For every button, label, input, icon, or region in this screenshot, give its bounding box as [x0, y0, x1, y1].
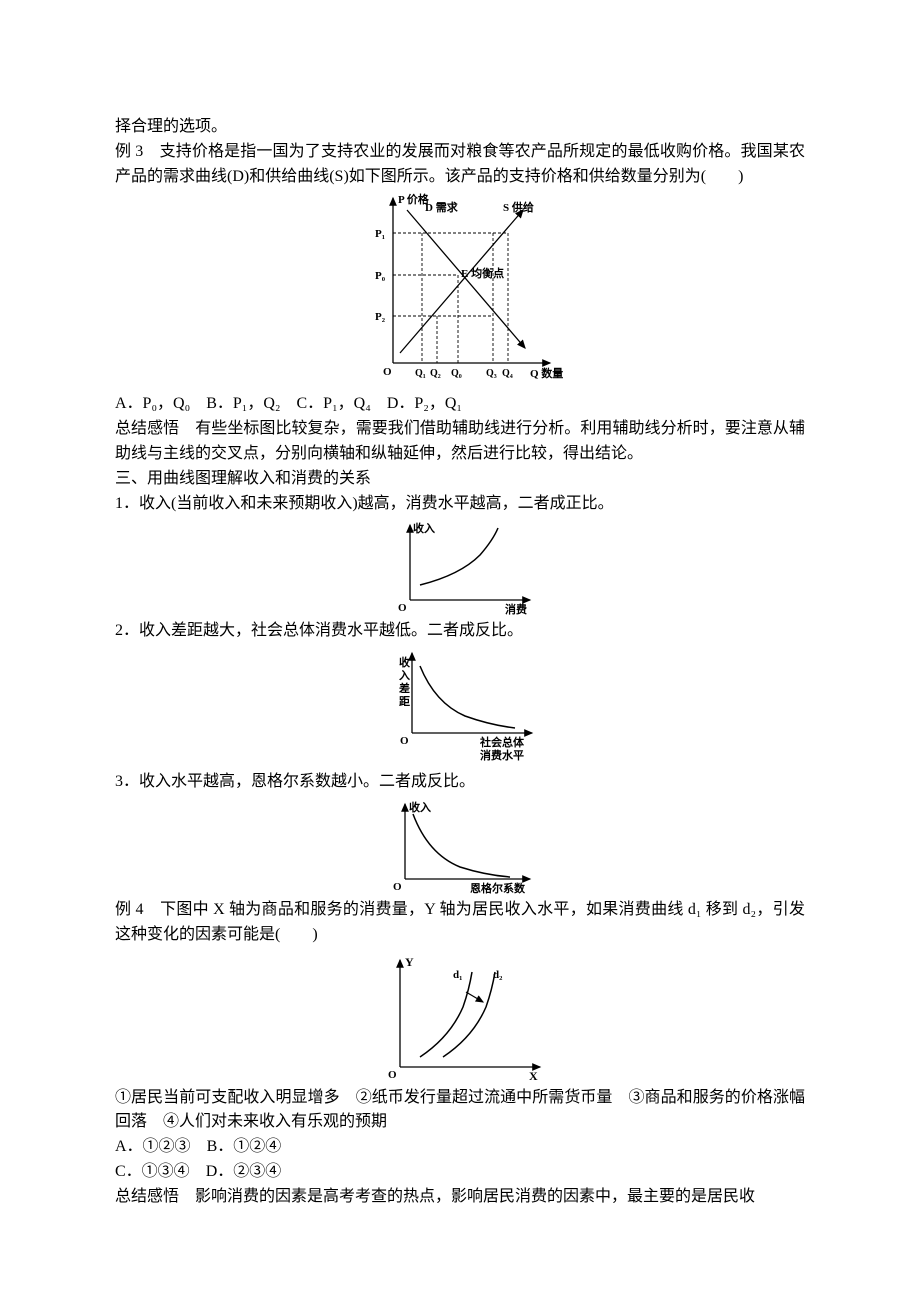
chart-2-income-consumption: 收入 消费 O: [115, 520, 805, 615]
svg-text:社会总体: 社会总体: [479, 735, 525, 749]
chart-3-svg: 收 入 差 距 社会总体 消费水平 O: [370, 648, 550, 766]
svg-text:O: O: [393, 881, 402, 893]
chart4-xlabel: 恩格尔系数: [470, 881, 526, 894]
svg-text:O: O: [400, 735, 409, 747]
example-4-opts-line1: A．①②③ B．①②④: [115, 1135, 805, 1160]
svg-text:P₁: P₁: [375, 228, 385, 240]
opt-4-d: D．②③④: [206, 1163, 282, 1180]
svg-text:Q₄: Q₄: [502, 368, 513, 379]
example-3-label: 例 3: [115, 143, 143, 160]
svg-text:Q₃: Q₃: [486, 368, 497, 379]
opt-4-a: A．①②③: [115, 1138, 191, 1155]
point-2: 2．收入差距越大，社会总体消费水平越低。二者成反比。: [115, 619, 805, 644]
chart-1-supply-demand: P 价格 Q 数量 O D 需求 S 供给 E 均衡点 P₁ P₀ P₂: [115, 193, 805, 388]
svg-text:差: 差: [399, 681, 410, 695]
chart-4-engel: 收入 恩格尔系数 O: [115, 799, 805, 894]
svg-text:Q₂: Q₂: [430, 368, 441, 379]
example-4-opts-line2: C．①③④ D．②③④: [115, 1160, 805, 1185]
example-4-options-text: ①居民当前可支配收入明显增多 ②纸币发行量超过流通中所需货币量 ③商品和服务的价…: [115, 1086, 805, 1136]
summary-3-text: 有些坐标图比较复杂，需要我们借助辅助线进行分析。利用辅助线分析时，要注意从辅助线…: [115, 420, 805, 462]
svg-text:P₀: P₀: [375, 270, 386, 282]
svg-text:O: O: [388, 1069, 397, 1081]
chart-5-svg: d₁ d₂ Y X O: [365, 952, 555, 1082]
chart-3-income-gap: 收 入 差 距 社会总体 消费水平 O: [115, 648, 805, 766]
example-4-text: 下图中 X 轴为商品和服务的消费量，Y 轴为居民收入水平，如果消费曲线 d₁ 移…: [115, 901, 805, 943]
example-3-stem: 例 3 支持价格是指一国为了支持农业的发展而对粮食等农产品所规定的最低收购价格。…: [115, 140, 805, 190]
chart5-xlabel: X: [529, 1069, 538, 1082]
chart1-xlabel: Q 数量: [530, 366, 563, 380]
chart4-ylabel: 收入: [409, 800, 431, 814]
example-3-options: A．P₀，Q₀ B．P₁，Q₂ C．P₁，Q₄ D．P₂，Q₁: [115, 392, 805, 417]
svg-text:O: O: [398, 602, 407, 614]
chart5-d2: d₂: [493, 969, 503, 981]
svg-text:入: 入: [399, 669, 410, 682]
chart5-ylabel: Y: [405, 955, 414, 969]
summary-3-label: 总结感悟: [115, 420, 179, 437]
chart1-e-label: E 均衡点: [461, 266, 504, 280]
chart-5-d1-d2: d₁ d₂ Y X O: [115, 952, 805, 1082]
chart2-ylabel: 收入: [413, 521, 435, 535]
chart1-s-label: S 供给: [503, 200, 534, 214]
opt-3-a: A．P₀，Q₀: [115, 395, 190, 412]
opt-4-b: B．①②④: [207, 1138, 282, 1155]
opt-4-c: C．①③④: [115, 1163, 190, 1180]
point-1: 1．收入(当前收入和未来预期收入)越高，消费水平越高，二者成正比。: [115, 492, 805, 517]
svg-text:P₂: P₂: [375, 311, 386, 323]
svg-text:消费水平: 消费水平: [480, 748, 524, 762]
opt-3-b: B．P₁，Q₂: [206, 395, 280, 412]
para-continuation: 择合理的选项。: [115, 115, 805, 140]
chart2-xlabel: 消费: [505, 602, 527, 615]
chart-1-svg: P 价格 Q 数量 O D 需求 S 供给 E 均衡点 P₁ P₀ P₂: [345, 193, 575, 388]
example-3-text: 支持价格是指一国为了支持农业的发展而对粮食等农产品所规定的最低收购价格。我国某农…: [115, 143, 805, 185]
opt-3-d: D．P₂，Q₁: [387, 395, 462, 412]
chart-2-svg: 收入 消费 O: [375, 520, 545, 615]
svg-text:Q₁: Q₁: [415, 368, 426, 379]
summary-3: 总结感悟 有些坐标图比较复杂，需要我们借助辅助线进行分析。利用辅助线分析时，要注…: [115, 417, 805, 467]
example-4-stem: 例 4 下图中 X 轴为商品和服务的消费量，Y 轴为居民收入水平，如果消费曲线 …: [115, 898, 805, 948]
opt-3-c: C．P₁，Q₄: [297, 395, 371, 412]
chart1-d-label: D 需求: [425, 200, 459, 214]
example-4-label: 例 4: [115, 901, 144, 918]
summary-4: 总结感悟 影响消费的因素是高考考查的热点，影响居民消费的因素中，最主要的是居民收: [115, 1185, 805, 1210]
summary-4-text: 影响消费的因素是高考考查的热点，影响居民消费的因素中，最主要的是居民收: [195, 1188, 755, 1205]
svg-text:O: O: [383, 366, 392, 378]
chart-4-svg: 收入 恩格尔系数 O: [370, 799, 550, 894]
svg-text:距: 距: [399, 695, 410, 708]
section-3-title: 三、用曲线图理解收入和消费的关系: [115, 467, 805, 492]
chart5-d1: d₁: [453, 969, 462, 981]
point-3: 3．收入水平越高，恩格尔系数越小。二者成反比。: [115, 770, 805, 795]
summary-4-label: 总结感悟: [115, 1188, 179, 1205]
svg-text:收: 收: [399, 655, 410, 669]
svg-text:Q₀: Q₀: [451, 368, 462, 379]
